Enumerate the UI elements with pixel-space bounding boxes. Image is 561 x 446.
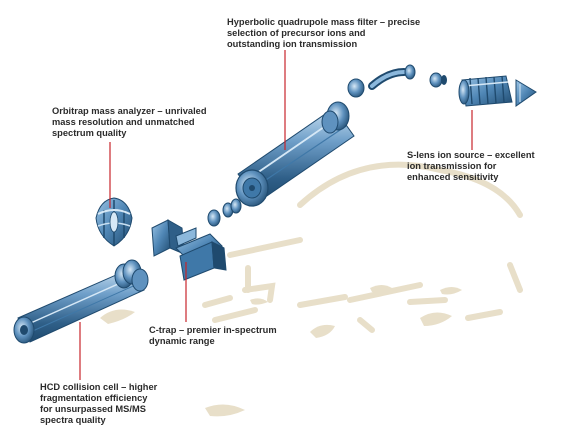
- label-quadrupole: Hyperbolic quadrupole mass filter – prec…: [227, 17, 420, 50]
- label-s-lens-line-2: ion transmission for: [407, 161, 497, 171]
- label-quadrupole-line-3: outstanding ion transmission: [227, 39, 358, 49]
- label-s-lens-line-1: S-lens ion source – excellent: [407, 150, 535, 160]
- background-chassis-shapes: [202, 161, 523, 333]
- label-hcd-line-4: spectra quality: [40, 415, 106, 425]
- label-orbitrap-line-2: mass resolution and unmatched: [52, 117, 195, 127]
- transfer-lenses: [207, 198, 242, 227]
- hcd-collision-cell: [13, 259, 149, 344]
- s-lens-ion-source: [458, 75, 537, 107]
- label-hcd-line-2: fragmentation efficiency: [40, 393, 148, 403]
- label-quadrupole-line-1: Hyperbolic quadrupole mass filter – prec…: [227, 17, 421, 27]
- label-orbitrap: Orbitrap mass analyzer – unrivaled mass …: [52, 106, 207, 139]
- label-orbitrap-line-1: Orbitrap mass analyzer – unrivaled: [52, 106, 207, 116]
- label-s-lens-line-3: enhanced sensitivity: [407, 172, 499, 182]
- c-trap: [151, 219, 227, 281]
- quadrupole-mass-filter: [235, 101, 355, 207]
- orbitrap-analyzer: [95, 197, 133, 247]
- label-orbitrap-line-3: spectrum quality: [52, 128, 127, 138]
- background-chassis-blobs: [100, 285, 462, 417]
- label-c-trap: C-trap – premier in-spectrum dynamic ran…: [149, 325, 277, 347]
- label-c-trap-line-1: C-trap – premier in-spectrum: [149, 325, 277, 335]
- label-hcd-line-1: HCD collision cell – higher: [40, 382, 158, 392]
- bent-ion-guide: [347, 64, 447, 98]
- label-s-lens: S-lens ion source – excellent ion transm…: [407, 150, 535, 183]
- label-c-trap-line-2: dynamic range: [149, 336, 215, 346]
- label-hcd: HCD collision cell – higher fragmentatio…: [40, 382, 157, 426]
- label-quadrupole-line-2: selection of precursor ions and: [227, 28, 366, 38]
- leader-lines: [79, 50, 473, 380]
- label-hcd-line-3: for unsurpassed MS/MS: [40, 404, 146, 414]
